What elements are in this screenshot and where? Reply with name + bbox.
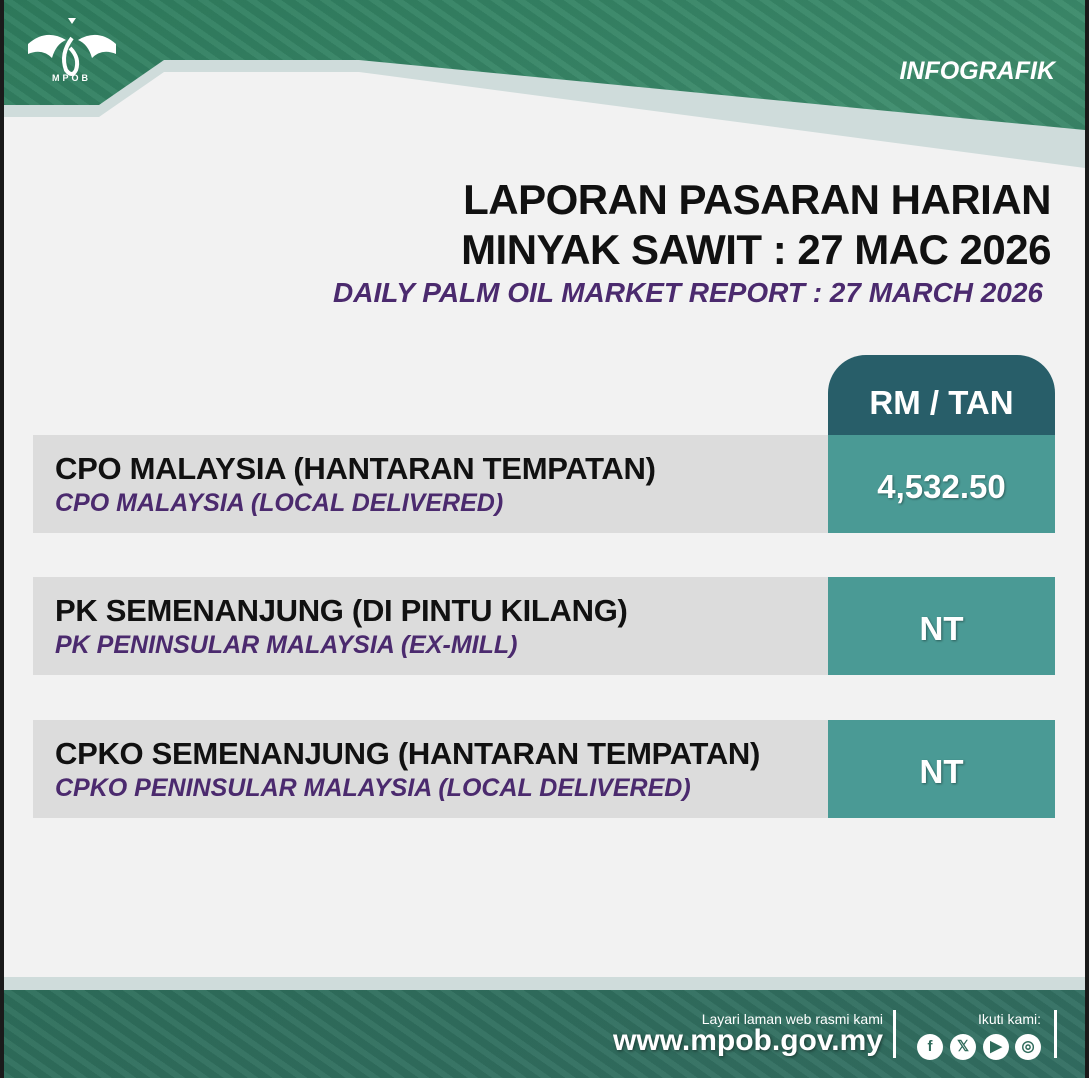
visit-text: Layari laman web rasmi kami [701, 1011, 883, 1027]
row-label: CPKO SEMENANJUNG (HANTARAN TEMPATAN) CPKO… [33, 720, 828, 818]
row-label: CPO MALAYSIA (HANTARAN TEMPATAN) CPO MALA… [33, 435, 828, 533]
label-malay: CPO MALAYSIA (HANTARAN TEMPATAN) [55, 451, 656, 486]
row-value: 4,532.50 [828, 435, 1055, 533]
row-label: PK SEMENANJUNG (DI PINTU KILANG) PK PENIN… [33, 577, 828, 675]
label-english: CPKO PENINSULAR MALAYSIA (LOCAL DELIVERE… [55, 774, 691, 802]
divider [893, 1010, 896, 1058]
follow-text: Ikuti kami: [977, 1011, 1041, 1027]
website-link[interactable]: www.mpob.gov.my [612, 1024, 883, 1057]
price-row: CPO MALAYSIA (HANTARAN TEMPATAN) CPO MALA… [33, 435, 1055, 533]
facebook-icon[interactable]: f [917, 1034, 943, 1060]
row-value: NT [828, 577, 1055, 675]
youtube-icon[interactable]: ▶ [983, 1034, 1009, 1060]
infografik-label: INFOGRAFIK [899, 57, 1055, 85]
divider [1054, 1010, 1057, 1058]
title-line2: MINYAK SAWIT : 27 MAC 2026 [461, 226, 1051, 273]
label-english: PK PENINSULAR MALAYSIA (EX-MILL) [55, 631, 518, 659]
label-malay: CPKO SEMENANJUNG (HANTARAN TEMPATAN) [55, 736, 761, 771]
price-row: CPKO SEMENANJUNG (HANTARAN TEMPATAN) CPKO… [33, 720, 1055, 818]
price-row: PK SEMENANJUNG (DI PINTU KILANG) PK PENIN… [33, 577, 1055, 675]
unit-header: RM / TAN [828, 355, 1055, 435]
row-value: NT [828, 720, 1055, 818]
title-english: DAILY PALM OIL MARKET REPORT : 27 MARCH … [333, 277, 1043, 308]
x-icon[interactable]: 𝕏 [950, 1034, 976, 1060]
instagram-icon[interactable]: ◎ [1015, 1034, 1041, 1060]
logo-text: MPOB [52, 73, 91, 83]
title-line1: LAPORAN PASARAN HARIAN [463, 176, 1051, 223]
footer-band [4, 977, 1085, 987]
label-english: CPO MALAYSIA (LOCAL DELIVERED) [55, 489, 504, 517]
mpob-logo [28, 18, 116, 76]
label-malay: PK SEMENANJUNG (DI PINTU KILANG) [55, 593, 628, 628]
content-panel [4, 60, 1085, 990]
